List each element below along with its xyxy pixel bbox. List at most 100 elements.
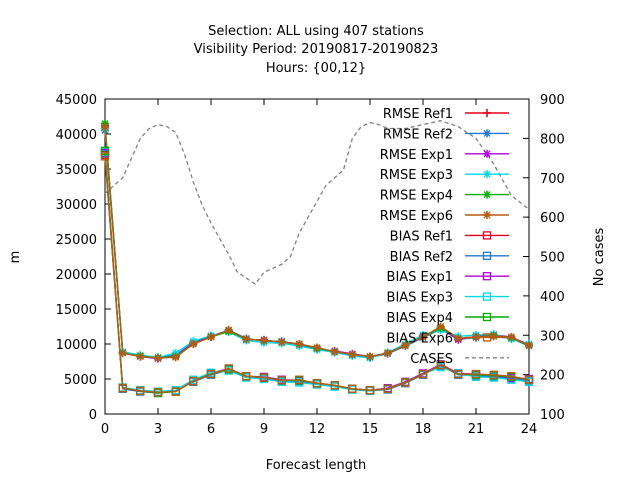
data-point-bias-exp6 xyxy=(153,388,163,397)
legend-label-rmse-ref1: RMSE Ref1 xyxy=(383,107,453,122)
data-point-rmse-exp6 xyxy=(242,335,251,344)
legend-label-bias-ref1: BIAS Ref1 xyxy=(390,229,453,244)
x-tick-label: 6 xyxy=(207,422,215,437)
series-line-rmse-ref2 xyxy=(104,130,530,359)
data-point-rmse-exp6-d2 xyxy=(154,354,162,362)
legend-marker-rmse-exp4 xyxy=(483,190,491,199)
data-point-rmse-exp6-d2 xyxy=(207,333,215,341)
data-point-bias-exp6 xyxy=(259,373,269,382)
data-point-rmse-exp6-d2 xyxy=(490,332,498,340)
y2-tick-label: 200 xyxy=(540,369,565,384)
data-point-bias-exp6 xyxy=(401,378,410,387)
series-line-rmse-ref1 xyxy=(104,126,530,359)
data-point-rmse-exp6-d2 xyxy=(419,333,427,341)
data-point-bias-exp6 xyxy=(100,152,110,161)
data-point-bias-exp4 xyxy=(100,146,110,155)
x-axis-label: Forecast length xyxy=(266,458,367,473)
data-point-bias-exp6 xyxy=(171,387,180,396)
legend-marker-rmse-ref2-d2 xyxy=(483,129,491,137)
legend-label-bias-exp6: BIAS Exp6 xyxy=(387,331,453,346)
series-line-rmse-exp3 xyxy=(104,128,530,359)
y2-tick-label: 700 xyxy=(540,172,565,187)
y2-tick-label: 900 xyxy=(540,93,565,108)
data-point-bias-exp6 xyxy=(224,364,233,373)
y-tick-label: 20000 xyxy=(56,268,97,283)
data-point-rmse-exp6-d2 xyxy=(348,351,356,358)
x-tick-label: 0 xyxy=(101,422,109,437)
axis-ticks: 0 3 6 9 12 15 18 21 24 0 5000 10000 15000 20000 25000 3… xyxy=(56,93,565,437)
data-point-rmse-exp6-d2 xyxy=(366,353,374,361)
data-point-bias-exp6 xyxy=(507,372,516,381)
data-point-rmse-exp6-d2 xyxy=(101,123,109,131)
data-point-rmse-exp6 xyxy=(330,347,339,356)
x-tick-label: 15 xyxy=(362,422,379,437)
data-point-rmse-exp6 xyxy=(313,343,321,352)
y2-tick-label: 800 xyxy=(540,132,565,147)
data-point-rmse-exp6 xyxy=(136,352,145,361)
legend-marker-rmse-exp3-d2 xyxy=(483,170,491,178)
data-point-rmse-exp6 xyxy=(277,337,286,346)
data-point-rmse-exp6-d2 xyxy=(225,326,233,334)
legend-marker-rmse-ref2 xyxy=(483,129,491,138)
legend-marker-bias-ref2 xyxy=(482,251,492,260)
data-point-rmse-exp6-d2 xyxy=(313,344,321,351)
legend-marker-bias-ref1 xyxy=(482,231,492,240)
y2-tick-label: 500 xyxy=(540,251,565,266)
data-point-rmse-exp6 xyxy=(101,123,109,131)
data-point-rmse-exp6 xyxy=(419,333,427,341)
data-point-rmse-exp6-d2 xyxy=(295,340,303,348)
data-point-rmse-exp6-d2 xyxy=(242,335,250,343)
y-tick-label: 25000 xyxy=(56,233,97,248)
data-point-rmse-exp6 xyxy=(436,322,445,331)
data-point-rmse-exp6-d2 xyxy=(331,348,339,356)
data-point-bias-exp6 xyxy=(118,383,127,393)
legend-label-bias-exp1: BIAS Exp1 xyxy=(387,270,453,285)
legend: RMSE Ref1 RMSE Ref2 RMSE Exp1 RMSE Exp3 RMSE… xyxy=(380,107,509,367)
y-tick-label: 45000 xyxy=(56,93,97,108)
data-point-bias-exp6 xyxy=(295,375,304,384)
series-line-rmse-exp4 xyxy=(104,123,530,359)
data-point-rmse-exp6 xyxy=(366,352,374,361)
legend-marker-bias-exp4 xyxy=(482,312,492,322)
data-point-rmse-exp6-d2 xyxy=(454,334,462,342)
series-layer xyxy=(100,119,534,398)
data-point-bias-exp6 xyxy=(242,372,251,381)
legend-label-rmse-ref2: RMSE Ref2 xyxy=(383,127,453,142)
data-point-rmse-exp6-d2 xyxy=(278,338,286,346)
data-point-rmse-exp6 xyxy=(224,326,233,334)
data-point-rmse-exp6 xyxy=(171,353,180,362)
data-point-bias-exp6 xyxy=(436,360,445,370)
data-point-bias-exp6 xyxy=(348,384,357,393)
legend-marker-bias-exp1 xyxy=(482,272,492,281)
legend-label-bias-exp3: BIAS Exp3 xyxy=(387,291,453,306)
y2-tick-label: 600 xyxy=(540,211,565,226)
legend-marker-rmse-exp1 xyxy=(483,149,491,158)
x-tick-label: 21 xyxy=(468,422,485,437)
legend-marker-rmse-exp3 xyxy=(483,170,491,179)
data-point-bias-exp6 xyxy=(330,381,339,390)
data-point-rmse-exp6 xyxy=(189,340,198,348)
data-point-rmse-exp6-d2 xyxy=(507,333,515,341)
data-point-rmse-exp6-d2 xyxy=(260,337,268,344)
data-point-bias-exp6 xyxy=(489,370,498,379)
y-tick-label: 0 xyxy=(89,408,97,423)
data-point-rmse-exp6-d2 xyxy=(136,353,144,361)
data-point-bias-exp6 xyxy=(277,376,286,385)
data-point-bias-exp6 xyxy=(383,384,392,393)
data-point-bias-exp6 xyxy=(312,379,322,388)
x-tick-label: 12 xyxy=(309,422,326,437)
legend-label-cases: CASES xyxy=(410,352,453,367)
series-line-bias-exp6 xyxy=(104,156,530,394)
legend-label-rmse-exp1: RMSE Exp1 xyxy=(380,148,453,163)
data-point-rmse-exp6 xyxy=(207,333,215,341)
chart-title-line-1: Selection: ALL using 407 stations xyxy=(208,24,424,39)
data-point-rmse-exp6 xyxy=(383,349,392,358)
series-line-rmse-exp1 xyxy=(104,125,530,360)
x-tick-label: 9 xyxy=(260,422,268,437)
data-point-rmse-exp6-d2 xyxy=(172,353,180,361)
chart-title-line-2: Visibility Period: 20190817-20190823 xyxy=(194,42,439,57)
legend-label-bias-exp4: BIAS Exp4 xyxy=(387,311,453,326)
data-point-rmse-exp6-d2 xyxy=(525,341,533,349)
legend-label-bias-ref2: BIAS Ref2 xyxy=(390,250,453,265)
